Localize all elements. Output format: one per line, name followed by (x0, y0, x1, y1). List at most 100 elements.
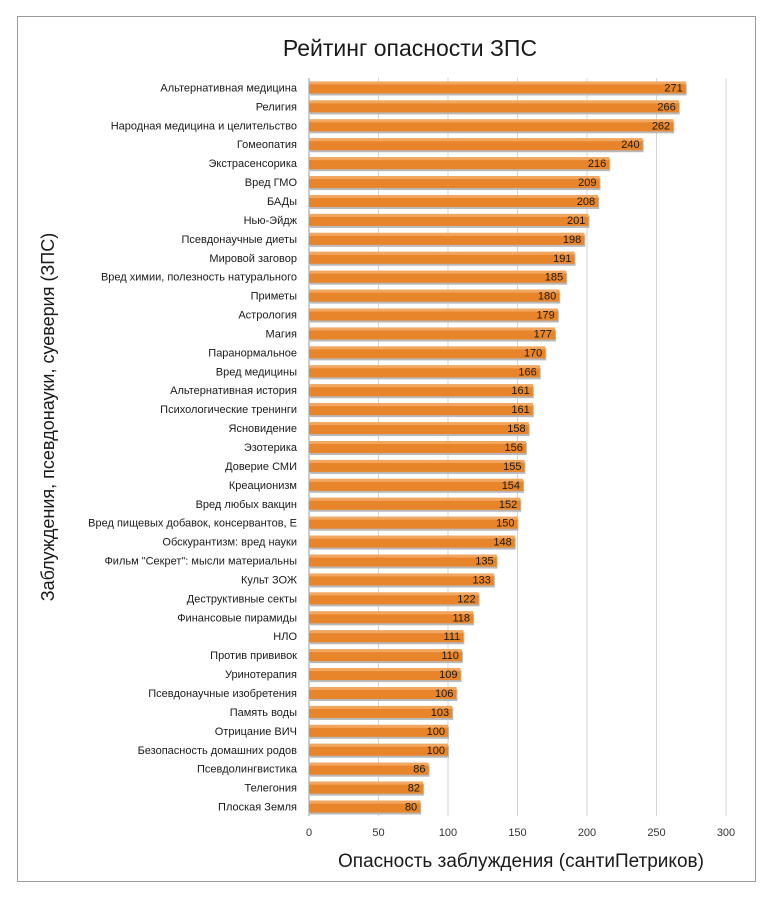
bar-group: 216 (309, 157, 611, 172)
data-label: 208 (577, 196, 595, 208)
category-label: Альтернативная история (170, 385, 297, 397)
bar-highlight (309, 176, 600, 180)
bar-highlight (309, 232, 585, 236)
category-label: Отрицание ВИЧ (215, 726, 297, 738)
data-label: 100 (427, 745, 445, 757)
bar-group: 271 (309, 81, 687, 96)
category-label: Псевдонаучные диеты (182, 234, 298, 246)
bar-highlight (309, 327, 556, 331)
category-label: Мировой заговор (209, 253, 297, 265)
bar-group: 155 (309, 459, 526, 474)
data-label: 170 (524, 347, 542, 359)
category-label: Псевдолингвистика (197, 764, 298, 776)
bar-group: 170 (309, 346, 547, 361)
data-label: 106 (435, 688, 453, 700)
bar-highlight (309, 100, 679, 104)
bar-highlight (309, 403, 533, 407)
bar-group: 191 (309, 251, 576, 266)
data-label: 135 (475, 556, 493, 568)
data-label: 180 (538, 291, 556, 303)
data-label: 161 (511, 385, 529, 397)
category-label: Экстрасенсорика (209, 158, 298, 170)
category-label: Гомеопатия (237, 139, 297, 151)
bar-highlight (309, 119, 674, 123)
category-label: Фильм "Секрет": мысли материальны (104, 556, 297, 568)
bar-group: 133 (309, 573, 495, 588)
bar-highlight (309, 213, 589, 217)
category-label: Паранормальное (208, 347, 297, 359)
data-label: 177 (534, 328, 552, 340)
bar-group: 161 (309, 403, 534, 418)
bar-highlight (309, 157, 610, 161)
bar-highlight (309, 611, 474, 615)
x-axis-label: Опасность заблуждения (сантиПетриков) (338, 851, 704, 872)
data-label: 118 (452, 612, 470, 624)
data-label: 266 (657, 101, 675, 113)
category-label: Безопасность домашних родов (138, 745, 298, 757)
bar-highlight (309, 649, 462, 653)
data-label: 109 (439, 669, 457, 681)
bar-group: 208 (309, 195, 600, 209)
y-axis-label: Заблуждения, псевдонауки, суеверия (ЗПС) (38, 233, 58, 602)
bar-highlight (309, 668, 461, 672)
data-label: 133 (473, 574, 491, 586)
data-label: 152 (499, 499, 517, 511)
bar-group: 179 (309, 308, 559, 323)
bar-highlight (309, 138, 643, 142)
data-label: 122 (457, 593, 475, 605)
data-label: 209 (578, 177, 596, 189)
category-label: Вред химии, полезность натурального (101, 272, 297, 284)
bar-highlight (309, 743, 448, 747)
data-label: 110 (441, 650, 459, 662)
data-label: 201 (567, 215, 585, 227)
bar-highlight (309, 516, 518, 520)
bar-highlight (309, 705, 453, 709)
bar-group: 109 (309, 668, 462, 683)
x-ticks: 0 50 100 150 200 250 300 (306, 827, 735, 839)
data-label: 185 (545, 272, 563, 284)
bar-highlight (309, 270, 567, 274)
category-label: Память воды (230, 707, 297, 719)
category-label: Приметы (251, 291, 298, 303)
bar-group: 177 (309, 327, 557, 342)
bar-highlight (309, 459, 525, 463)
category-label: Креационизм (229, 480, 297, 492)
bar-highlight (309, 251, 575, 255)
bar-group: 198 (309, 232, 586, 247)
bar-group: 158 (309, 422, 530, 437)
bar-group: 110 (309, 649, 463, 664)
category-label: Псевдонаучные изобретения (148, 688, 297, 700)
category-label: Эзотерика (244, 442, 298, 454)
bar-group: 166 (309, 365, 541, 380)
bar-highlight (309, 800, 421, 804)
category-label: Деструктивные секты (187, 593, 297, 605)
data-label: 80 (405, 802, 417, 814)
x-tick-label: 0 (306, 827, 312, 839)
bar-group: 201 (309, 213, 590, 228)
category-label: Ясновидение (229, 423, 298, 435)
category-label: Магия (265, 328, 297, 340)
data-label: 103 (431, 707, 449, 719)
data-label: 100 (427, 726, 445, 738)
bar-group: 209 (309, 176, 601, 191)
data-label: 262 (652, 120, 670, 132)
bar-highlight (309, 724, 448, 728)
x-tick-label: 150 (508, 827, 526, 839)
category-label: Астрология (238, 310, 297, 322)
bar-highlight (309, 762, 429, 766)
bar-highlight (309, 687, 457, 690)
data-label: 158 (507, 423, 525, 435)
bar-group: 122 (309, 592, 480, 607)
bar-group: 262 (309, 119, 675, 134)
bar-highlight (309, 497, 521, 501)
category-label: Плоская Земля (218, 802, 297, 814)
bar-group: 240 (309, 138, 644, 153)
bar-highlight (309, 573, 494, 577)
data-label: 148 (493, 537, 511, 549)
category-label: Против прививок (210, 650, 297, 662)
category-label: Доверие СМИ (225, 461, 297, 473)
category-label: Альтернативная медицина (160, 82, 297, 94)
bar-highlight (309, 289, 560, 293)
category-label: Вред медицины (216, 366, 297, 378)
bar-highlight (309, 554, 497, 558)
